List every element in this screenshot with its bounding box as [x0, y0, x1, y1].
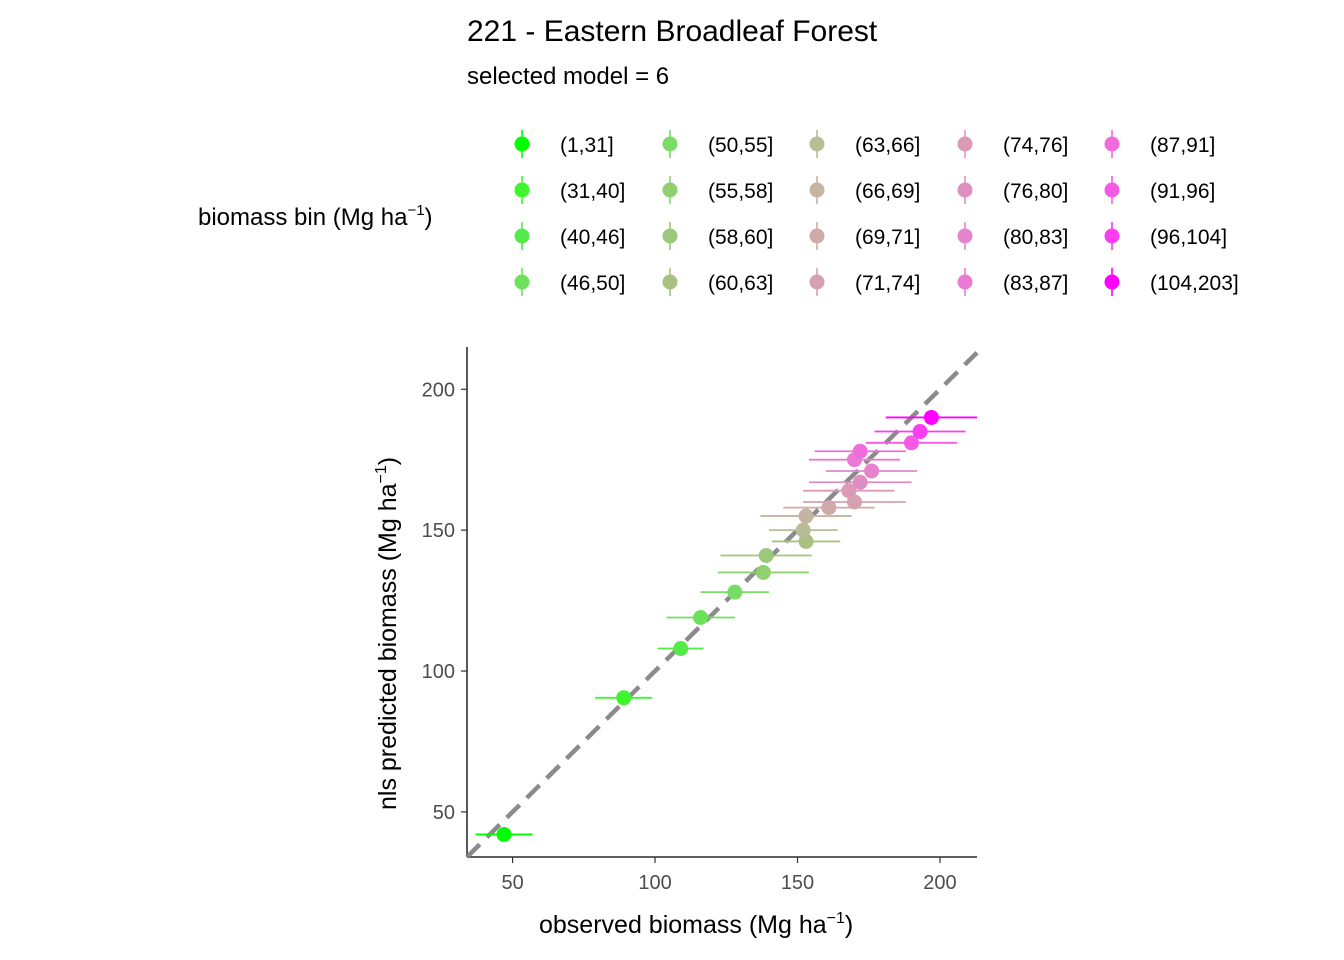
y-tick-label: 200 [422, 379, 455, 401]
x-axis-title-close: ) [845, 911, 853, 939]
data-point [821, 500, 837, 516]
legend-item-label: (96,104] [1150, 226, 1227, 249]
legend-item-label: (74,76] [1003, 134, 1068, 157]
data-point [903, 435, 919, 451]
chart-title: 221 - Eastern Broadleaf Forest [467, 15, 878, 48]
legend-key-point [1104, 136, 1120, 152]
data-point [798, 508, 814, 524]
legend-item-label: (80,83] [1003, 226, 1068, 249]
data-point [673, 640, 689, 656]
legend-item-label: (83,87] [1003, 272, 1068, 295]
legend-key-point [514, 228, 530, 244]
y-tick-label: 50 [433, 802, 455, 824]
legend-key-point [957, 274, 973, 290]
chart-subtitle: selected model = 6 [467, 63, 669, 90]
x-tick-label: 150 [781, 872, 814, 894]
legend-item-label: (50,55] [708, 134, 773, 157]
legend-item-label: (91,96] [1150, 180, 1215, 203]
reference-line [465, 351, 979, 859]
data-point [496, 826, 512, 842]
legend-item-label: (46,50] [560, 272, 625, 295]
x-axis-title: observed biomass (Mg ha−1) [539, 910, 853, 939]
legend-item-label: (76,80] [1003, 180, 1068, 203]
legend-key-point [1104, 274, 1120, 290]
y-axis-title-text: nls predicted biomass (Mg ha [374, 483, 402, 810]
legend-key-point [662, 228, 678, 244]
legend-item-label: (69,71] [855, 226, 920, 249]
x-tick-label: 50 [501, 872, 523, 894]
x-tick-label: 100 [638, 872, 671, 894]
legend-title-exponent: −1 [407, 202, 424, 219]
legend-key-point [514, 136, 530, 152]
legend-key-point [662, 136, 678, 152]
legend-key-point [1104, 228, 1120, 244]
data-point [758, 548, 774, 564]
legend-key-point [662, 274, 678, 290]
data-point [693, 609, 709, 625]
data-point [755, 564, 771, 580]
data-point [616, 690, 632, 706]
data-point [846, 494, 862, 510]
legend-title-text: biomass bin (Mg ha [198, 204, 408, 231]
legend-key-point [514, 182, 530, 198]
legend-key-point [809, 274, 825, 290]
legend-key-point [957, 228, 973, 244]
data-point [841, 483, 857, 499]
legend-key-point [809, 228, 825, 244]
legend-key-point [957, 182, 973, 198]
legend-item-label: (31,40] [560, 180, 625, 203]
legend-item-label: (71,74] [855, 272, 920, 295]
legend-item-label: (87,91] [1150, 134, 1215, 157]
x-axis-title-text: observed biomass (Mg ha [539, 911, 827, 939]
legend-key-point [957, 136, 973, 152]
data-point [798, 533, 814, 549]
y-axis-title: nls predicted biomass (Mg ha−1) [373, 457, 402, 810]
y-tick-label: 150 [422, 520, 455, 542]
legend-key-point [1104, 182, 1120, 198]
legend-item-label: (60,63] [708, 272, 773, 295]
legend-item-label: (58,60] [708, 226, 773, 249]
data-point [852, 474, 868, 490]
legend-item-label: (55,58] [708, 180, 773, 203]
legend-title-close: ) [425, 204, 433, 231]
legend-item-label: (104,203] [1150, 272, 1239, 295]
legend-key-point [809, 136, 825, 152]
data-point [795, 522, 811, 538]
data-point [727, 584, 743, 600]
legend-item-label: (40,46] [560, 226, 625, 249]
plot-area: 50 100 150 200 50 100 150 200 [422, 347, 979, 894]
data-point [923, 409, 939, 425]
x-axis-title-exponent: −1 [827, 910, 845, 927]
legend-key-point [514, 274, 530, 290]
x-tick-label: 200 [923, 872, 956, 894]
y-axis-title-close: ) [374, 457, 402, 465]
data-point [912, 424, 928, 440]
legend-key-point [809, 182, 825, 198]
data-point [864, 463, 880, 479]
legend-item-label: (66,69] [855, 180, 920, 203]
legend-item-label: (63,66] [855, 134, 920, 157]
legend-item-label: (1,31] [560, 134, 614, 157]
y-tick-label: 100 [422, 661, 455, 683]
legend: (1,31] (31,40] (40,46] (46,50] (50,55] (55,58… [514, 130, 1239, 296]
legend-title: biomass bin (Mg ha−1) [198, 202, 433, 231]
data-point [852, 443, 868, 459]
y-axis-title-exponent: −1 [373, 465, 390, 483]
legend-key-point [662, 182, 678, 198]
